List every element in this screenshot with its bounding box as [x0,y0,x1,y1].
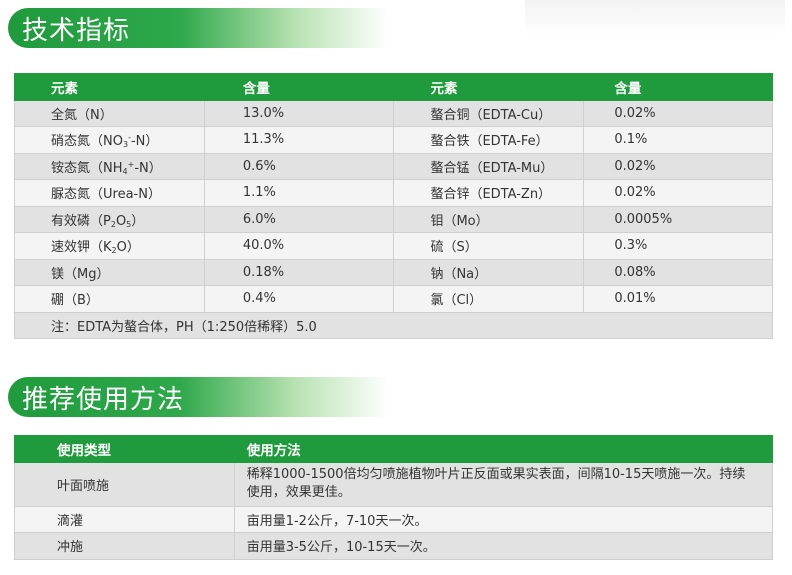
usage-type-cell: 滴灌 [14,505,235,533]
content-cell: 1.1% [203,179,395,207]
element-cell: 全氮（N） [14,99,205,127]
table-row: 滴灌 亩用量1-2公斤，7-10天一次。 [14,505,774,533]
table-row: 脲态氮（Urea-N） 1.1% 螯合锌（EDTA-Zn） 0.02% [14,179,773,207]
usage-table: 使用类型 使用方法 叶面喷施 稀释1000-1500倍均匀喷施植物叶片正反面或果… [14,435,774,560]
element-cell: 氯（Cl） [393,285,585,313]
content-cell: 0.3% [583,232,773,260]
table-row: 镁（Mg） 0.18% 钠（Na） 0.08% [14,258,773,286]
element-cell: 铵态氮（NH4+-N） [14,152,205,180]
element-cell: 硼（B） [14,285,205,313]
element-cell: 螯合铁（EDTA-Fe） [393,126,585,154]
spec-table: 元素 含量 元素 含量 全氮（N） 13.0% 螯合铜（EDTA-Cu） 0.0… [14,73,773,339]
section-title-specs-text: 技术指标 [22,15,131,46]
content-cell: 0.1% [583,126,773,154]
spec-header-content-1: 含量 [203,73,395,101]
table-row: 速效钾（K2O） 40.0% 硫（S） 0.3% [14,232,773,260]
spec-header-element-2: 元素 [393,73,585,101]
top-right-decoration [525,0,785,36]
content-cell: 0.4% [203,285,395,313]
content-cell: 0.6% [203,152,395,180]
usage-header-type: 使用类型 [14,435,235,463]
table-row: 硼（B） 0.4% 氯（Cl） 0.01% [14,285,773,313]
usage-method-cell: 稀释1000-1500倍均匀喷施植物叶片正反面或果实表面，间隔10-15天喷施一… [233,461,774,507]
element-cell: 硫（S） [393,232,585,260]
table-row: 硝态氮（NO3--N） 11.3% 螯合铁（EDTA-Fe） 0.1% [14,126,773,154]
content-cell: 13.0% [203,99,395,127]
spec-table-header-row: 元素 含量 元素 含量 [14,73,773,101]
spec-note: 注：EDTA为螯合体，PH（1:250倍稀释）5.0 [14,311,773,339]
usage-type-cell: 叶面喷施 [14,461,235,507]
table-row: 冲施 亩用量3-5公斤，10-15天一次。 [14,532,774,560]
element-cell: 螯合锌（EDTA-Zn） [393,179,585,207]
content-cell: 0.02% [583,99,773,127]
section-title-usage-text: 推荐使用方法 [22,384,185,415]
table-row: 叶面喷施 稀释1000-1500倍均匀喷施植物叶片正反面或果实表面，间隔10-1… [14,461,774,507]
usage-method-cell: 亩用量3-5公斤，10-15天一次。 [233,532,774,560]
usage-method-cell: 亩用量1-2公斤，7-10天一次。 [233,505,774,533]
content-cell: 11.3% [203,126,395,154]
note-row: 注：EDTA为螯合体，PH（1:250倍稀释）5.0 [14,311,773,339]
usage-type-cell: 冲施 [14,532,235,560]
content-cell: 0.0005% [583,205,773,233]
element-cell: 脲态氮（Urea-N） [14,179,205,207]
usage-header-method: 使用方法 [233,435,774,463]
element-cell: 硝态氮（NO3--N） [14,126,205,154]
content-cell: 6.0% [203,205,395,233]
element-cell: 螯合铜（EDTA-Cu） [393,99,585,127]
spec-header-content-2: 含量 [583,73,773,101]
table-row: 铵态氮（NH4+-N） 0.6% 螯合锰（EDTA-Mu） 0.02% [14,152,773,180]
usage-table-header-row: 使用类型 使用方法 [14,435,774,463]
table-row: 有效磷（P2O5） 6.0% 钼（Mo） 0.0005% [14,205,773,233]
spec-header-element-1: 元素 [14,73,205,101]
element-cell: 速效钾（K2O） [14,232,205,260]
content-cell: 0.02% [583,179,773,207]
element-cell: 镁（Mg） [14,258,205,286]
element-cell: 螯合锰（EDTA-Mu） [393,152,585,180]
element-cell: 钼（Mo） [393,205,585,233]
section-title-usage: 推荐使用方法 [8,377,388,417]
content-cell: 40.0% [203,232,395,260]
element-cell: 钠（Na） [393,258,585,286]
section-title-specs: 技术指标 [8,8,388,48]
content-cell: 0.18% [203,258,395,286]
content-cell: 0.08% [583,258,773,286]
content-cell: 0.02% [583,152,773,180]
table-row: 全氮（N） 13.0% 螯合铜（EDTA-Cu） 0.02% [14,99,773,127]
content-cell: 0.01% [583,285,773,313]
element-cell: 有效磷（P2O5） [14,205,205,233]
